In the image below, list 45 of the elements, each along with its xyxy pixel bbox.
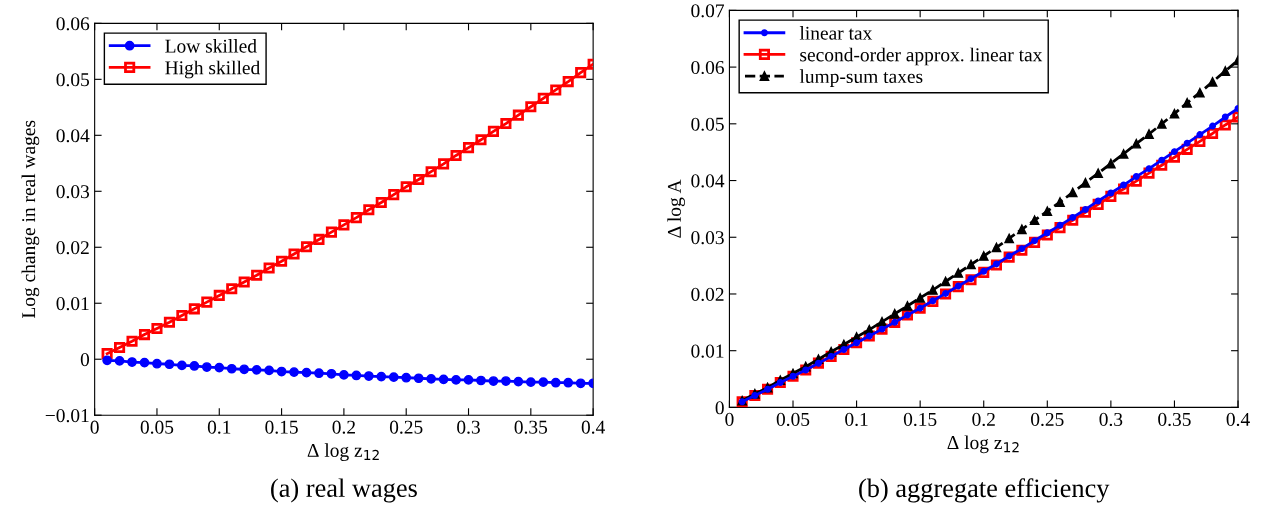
x-tick-label: 0.05 (140, 420, 174, 434)
x-axis-title: Δ log z$_{12}$ (307, 443, 379, 461)
x-tick-label: 0.3 (457, 420, 480, 434)
y-tick-label: 0.06 (691, 60, 724, 75)
y-tick-label: 0.03 (691, 231, 724, 245)
legend-label: High skilled (165, 60, 261, 79)
x-tick-label: 0.2 (332, 420, 355, 434)
x-tick-label: 0.05 (776, 412, 810, 427)
y-tick-label: 0.03 (56, 185, 90, 199)
x-tick-label: 0.1 (207, 420, 231, 434)
x-tick-label: 0.35 (514, 420, 548, 434)
x-tick-label: 0.4 (581, 420, 605, 434)
x-tick-label: 0.15 (265, 420, 298, 434)
y-tick-label: 0.01 (56, 297, 89, 311)
y-tick-label: 0 (715, 401, 724, 415)
x-tick-label: 0.25 (389, 420, 423, 434)
legend-label: Low skilled (165, 39, 257, 53)
y-tick-label: −0.01 (45, 409, 89, 423)
y-tick-label: 0.01 (691, 344, 724, 358)
y-tick-label: 0.05 (56, 73, 90, 87)
text: (a) real wages (271, 478, 417, 503)
y-tick-label: 0 (80, 353, 90, 367)
x-tick-label: 0.2 (972, 412, 995, 427)
x-tick-label: 0.1 (845, 412, 868, 427)
y-tick-label: 0.07 (691, 4, 725, 18)
y-tick-label: 0.05 (691, 117, 724, 131)
x-tick-label: 0.15 (903, 412, 937, 427)
text: (b) aggregate efficiency (859, 478, 1110, 503)
y-axis-title: Log change in real wages (21, 120, 40, 319)
y-axis-title: Δ log A (667, 179, 685, 238)
legend-label: lump-sum taxes (799, 69, 923, 87)
x-axis-title: Δ log z$_{12}$ (947, 435, 1019, 454)
x-tick-label: 0 (725, 412, 734, 426)
x-tick-label: 0.35 (1158, 412, 1191, 427)
x-tick-label: 0.3 (1099, 412, 1123, 427)
y-tick-label: 0.04 (56, 129, 90, 143)
legend-label: second-order approx. linear tax (800, 47, 1043, 66)
legend-label: linear tax (799, 26, 873, 40)
x-tick-label: 0.4 (1226, 412, 1250, 427)
y-tick-label: 0.02 (691, 287, 724, 301)
x-tick-label: 0 (90, 420, 99, 434)
y-tick-label: 0.04 (691, 174, 725, 188)
y-tick-label: 0.06 (56, 17, 90, 31)
x-tick-label: 0.25 (1031, 412, 1064, 427)
y-tick-label: 0.02 (56, 241, 89, 255)
